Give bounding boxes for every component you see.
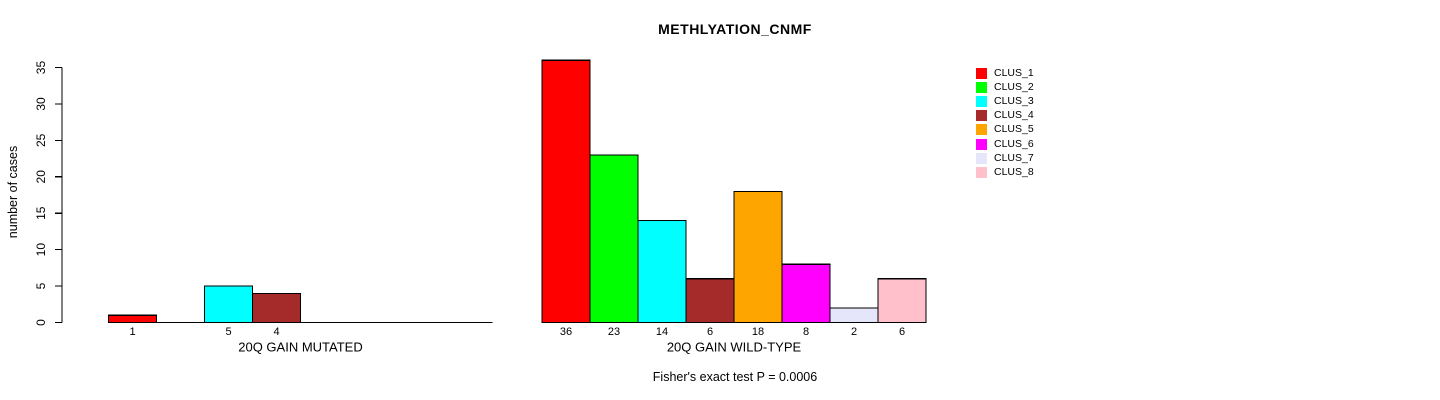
bar-value-label: 14 [656, 326, 668, 338]
y-tick-label: 0 [34, 319, 48, 326]
legend-swatch [976, 124, 987, 136]
legend-swatch [976, 95, 987, 107]
legend-item: CLUS_5 [976, 123, 1034, 137]
legend-swatch [976, 138, 987, 150]
legend-swatch [976, 152, 987, 164]
legend: CLUS_1 CLUS_2 CLUS_3 CLUS_4 CLUS_5 CLUS_6 CLUS… [976, 66, 1034, 180]
bar-clus_7 [829, 307, 879, 324]
legend-swatch [976, 110, 987, 122]
legend-swatch [976, 81, 987, 93]
legend-item: CLUS_1 [976, 66, 1034, 80]
bar-value-label: 1 [129, 326, 135, 338]
bar-value-label: 8 [803, 326, 809, 338]
y-tick-label: 35 [34, 61, 48, 75]
legend-item: CLUS_7 [976, 151, 1034, 165]
bar-value-label: 18 [752, 326, 764, 338]
legend-swatch [976, 166, 987, 178]
bar-clus_3 [203, 285, 254, 324]
legend-item: CLUS_2 [976, 80, 1034, 94]
legend-label: CLUS_4 [994, 109, 1034, 122]
y-tick-label: 25 [34, 133, 48, 147]
bar-clus_3 [637, 219, 687, 324]
bar-value-label: 4 [273, 326, 279, 338]
bar-clus_6 [781, 263, 831, 324]
chart-title: METHLYATION_CNMF [658, 21, 812, 37]
y-tick-label: 20 [34, 170, 48, 184]
bar-clus_8 [877, 278, 927, 324]
y-tick-label: 5 [34, 282, 48, 289]
legend-label: CLUS_3 [994, 94, 1034, 107]
legend-item: CLUS_8 [976, 165, 1034, 179]
legend-item: CLUS_4 [976, 109, 1034, 123]
legend-label: CLUS_6 [994, 137, 1034, 150]
bar-clus_5 [733, 190, 783, 324]
legend-swatch [976, 67, 987, 79]
legend-label: CLUS_5 [994, 123, 1034, 136]
bar-value-label: 2 [851, 326, 857, 338]
bar-value-label: 5 [225, 326, 231, 338]
bar-clus_4 [685, 278, 735, 324]
group-label: 20Q GAIN MUTATED [238, 340, 362, 355]
y-tick-label: 10 [34, 243, 48, 257]
stat-annotation: Fisher's exact test P = 0.0006 [652, 370, 818, 384]
legend-item: CLUS_6 [976, 137, 1034, 151]
group-label: 20Q GAIN WILD-TYPE [667, 340, 802, 355]
legend-item: CLUS_3 [976, 94, 1034, 108]
legend-label: CLUS_8 [994, 165, 1034, 178]
y-tick-label: 30 [34, 97, 48, 111]
legend-label: CLUS_1 [994, 66, 1034, 79]
bar-value-label: 36 [560, 326, 572, 338]
legend-label: CLUS_2 [994, 80, 1034, 93]
y-tick-label: 15 [34, 206, 48, 220]
bar-clus_2 [589, 154, 639, 324]
bar-clus_4 [251, 292, 302, 324]
legend-label: CLUS_7 [994, 151, 1034, 164]
bar-value-label: 6 [899, 326, 905, 338]
bar-value-label: 23 [608, 326, 620, 338]
bar-clus_1 [107, 314, 158, 324]
bar-value-label: 6 [707, 326, 713, 338]
bar-clus_1 [541, 59, 591, 324]
